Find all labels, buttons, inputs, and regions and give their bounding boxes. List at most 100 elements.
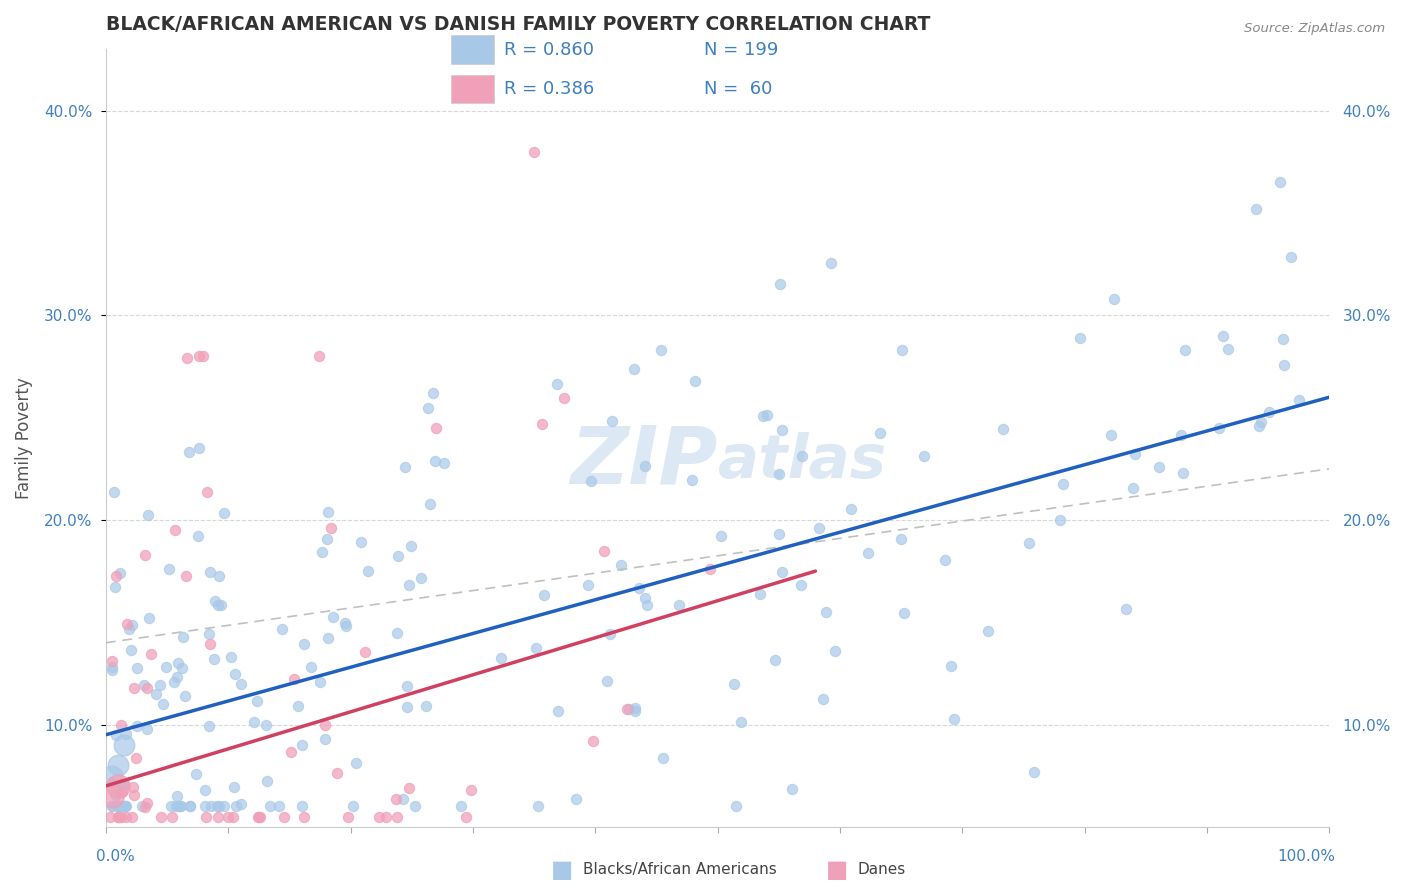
Point [530,417,553,432]
Point [200,637,222,651]
Point [135,796,157,810]
Point [749,587,772,601]
Point [1122,481,1144,495]
Point [650,343,672,357]
Point [107,809,129,823]
Point [134,800,156,814]
Point [207,809,229,823]
Point [595,673,617,688]
Point [387,809,409,823]
Point [523,145,546,159]
Point [1208,420,1230,434]
Text: Blacks/African Americans: Blacks/African Americans [583,863,778,877]
Point [546,376,568,391]
Point [118,622,141,636]
Point [756,408,779,422]
Point [136,681,159,695]
Point [112,738,135,752]
Text: N =  60: N = 60 [704,80,773,98]
Point [318,505,340,519]
Point [131,799,153,814]
Point [208,799,231,814]
Point [411,571,433,585]
Point [198,627,221,641]
Point [104,789,127,803]
Point [219,650,242,665]
Point [616,702,638,716]
Point [814,605,837,619]
Point [112,799,135,814]
Point [839,501,862,516]
Point [107,779,129,793]
Point [890,532,912,546]
Point [115,727,138,741]
Point [188,442,211,456]
Point [912,449,935,463]
Point [316,532,339,546]
Point [890,343,912,357]
Point [212,799,235,814]
Point [1272,358,1295,372]
Text: Danes: Danes [858,863,905,877]
Point [259,799,281,814]
Point [723,677,745,691]
Point [751,409,773,423]
Point [399,540,422,554]
Point [1174,343,1197,357]
Point [166,789,188,804]
Text: ■: ■ [551,858,574,881]
Point [858,546,880,560]
Point [1171,466,1194,480]
Point [200,799,222,814]
Point [122,788,145,802]
Point [418,401,440,416]
Point [491,651,513,665]
Point [553,391,575,405]
Point [768,467,790,481]
Text: 100.0%: 100.0% [1278,849,1336,863]
Point [770,566,793,580]
Point [134,678,156,692]
Point [104,580,127,594]
Point [387,549,409,564]
Point [177,445,200,459]
Point [127,718,149,732]
Point [415,698,437,713]
Point [254,718,277,732]
Text: R = 0.386: R = 0.386 [503,80,595,98]
Point [173,689,195,703]
Point [1069,331,1091,345]
Point [299,659,322,673]
Point [337,809,360,823]
Point [291,738,314,752]
Point [547,704,569,718]
Point [222,809,245,823]
Point [114,799,136,814]
Point [344,756,367,770]
Point [1216,342,1239,356]
Point [159,562,181,576]
Point [162,809,184,823]
Point [1270,176,1292,190]
Point [194,782,217,797]
Point [425,421,447,435]
Point [398,578,420,592]
Point [790,578,813,592]
Point [246,809,269,823]
Point [395,679,418,693]
Point [1244,202,1267,216]
Point [1250,415,1272,429]
Point [149,678,172,692]
Point [115,799,138,814]
Point [209,598,232,612]
Point [318,631,340,645]
Point [623,701,645,715]
Point [308,349,330,363]
Point [564,791,586,805]
Point [152,697,174,711]
Point [941,659,963,673]
Text: R = 0.860: R = 0.860 [503,40,595,59]
Point [105,569,128,583]
Point [212,506,235,520]
Point [101,769,124,783]
